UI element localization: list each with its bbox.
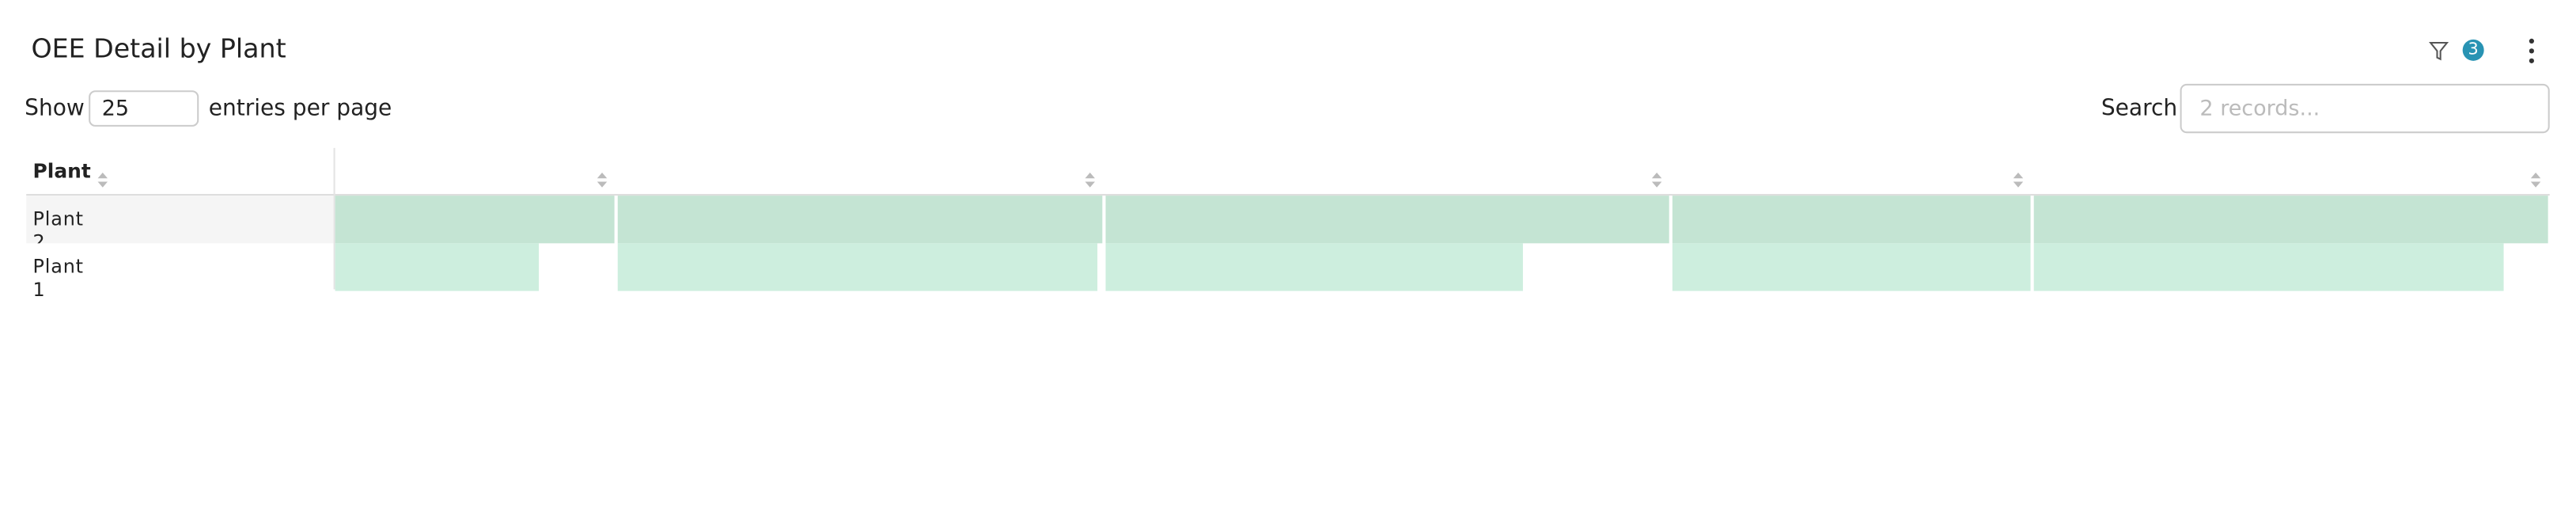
sort-icon [1650,164,1663,188]
sort-icon [2529,164,2542,188]
cell-bar [1105,243,1522,291]
search-label: Search [2101,95,2178,122]
header-divider [333,147,335,290]
sort-icon [2012,164,2025,188]
cell-bar [1672,243,2030,291]
row-label: Plant 1 [32,254,84,301]
cell-bar [335,243,540,291]
row-highlight [26,196,334,243]
sort-icon [1084,164,1097,188]
row-highlight [26,243,334,291]
sort-icon [97,164,109,188]
entries-label: entries per page [208,95,392,122]
header-border [26,194,2550,196]
cell-bar [617,196,1103,243]
cell-bar [2033,243,2504,291]
cell-bar [1672,196,2031,243]
show-label: Show [25,95,85,122]
search-input[interactable]: 2 records... [2180,83,2550,134]
filter-badge[interactable]: 3 [2462,39,2484,61]
column-header[interactable]: Plant [32,159,91,183]
panel-title: OEE Detail by Plant [31,32,286,64]
cell-bar [1105,196,1669,243]
sort-icon [596,164,608,188]
cell-bar [617,243,1099,291]
filter-icon[interactable] [2428,40,2449,63]
cell-bar [2033,196,2548,243]
page-size-input[interactable]: 25 [89,90,199,127]
menu-icon[interactable] [2525,36,2539,66]
cell-bar [335,196,615,243]
